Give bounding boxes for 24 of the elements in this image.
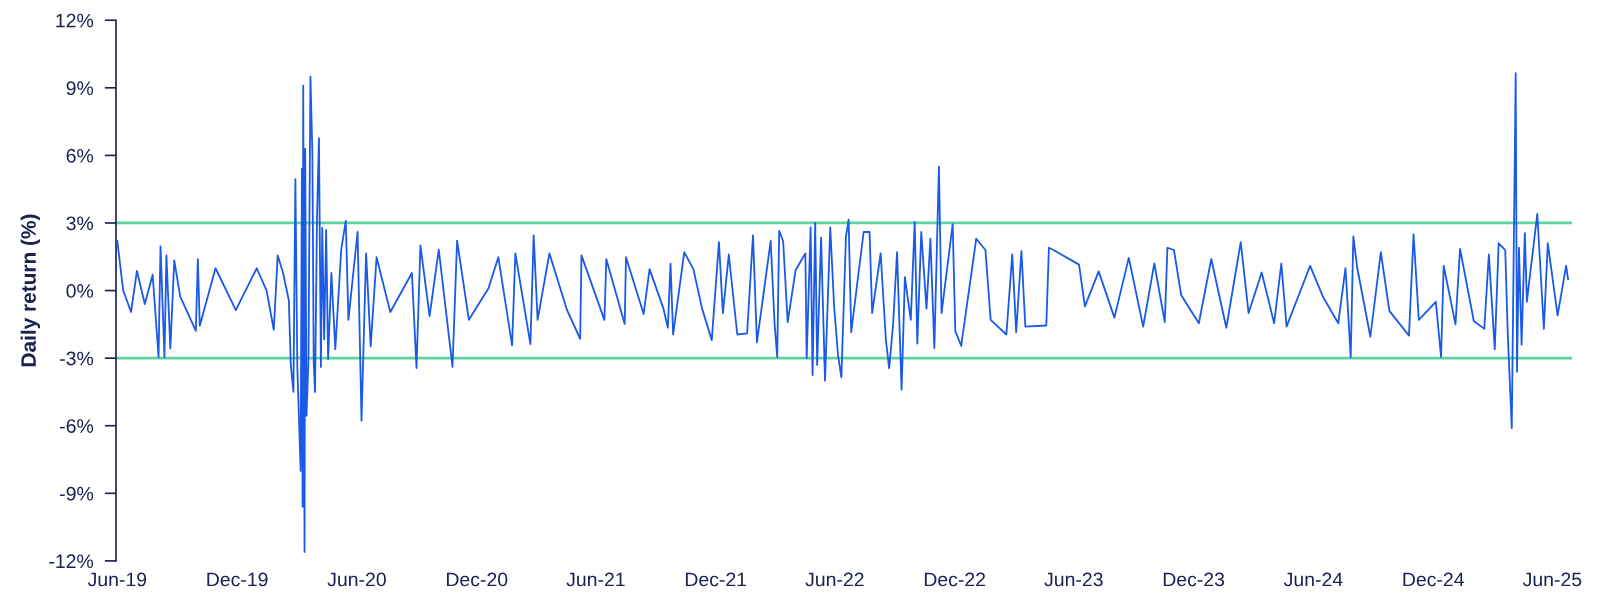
y-tick-label: 12% [56, 13, 94, 28]
x-tick-label: Jun-21 [566, 572, 625, 587]
x-tick-label: Dec-19 [207, 572, 268, 587]
y-tick-label: -9% [60, 486, 94, 501]
y-tick-label: 6% [66, 148, 94, 163]
x-tick-label: Dec-24 [1403, 572, 1464, 587]
y-axis-title: Daily return (%) [20, 214, 41, 367]
line-series [116, 72, 1569, 553]
x-tick-label: Jun-25 [1522, 572, 1582, 587]
x-tick-label: Jun-22 [805, 572, 864, 587]
y-tick-label: -3% [60, 351, 94, 366]
y-tick-label: 0% [66, 284, 94, 298]
y-tick-label: -12% [49, 554, 94, 569]
x-tick-label: Jun-20 [327, 572, 386, 587]
x-tick-label: Jun-23 [1044, 572, 1103, 587]
x-tick-label: Jun-19 [87, 572, 147, 587]
y-tick-label: -6% [60, 419, 94, 433]
x-tick-label: Dec-20 [446, 572, 508, 587]
y-tick-label: 3% [66, 216, 94, 231]
x-tick-label: Dec-21 [685, 572, 747, 587]
x-tick-label: Dec-22 [924, 572, 986, 587]
y-tick-label: 9% [66, 81, 94, 96]
x-tick-label: Dec-23 [1163, 572, 1225, 587]
x-tick-label: Jun-24 [1283, 572, 1343, 587]
